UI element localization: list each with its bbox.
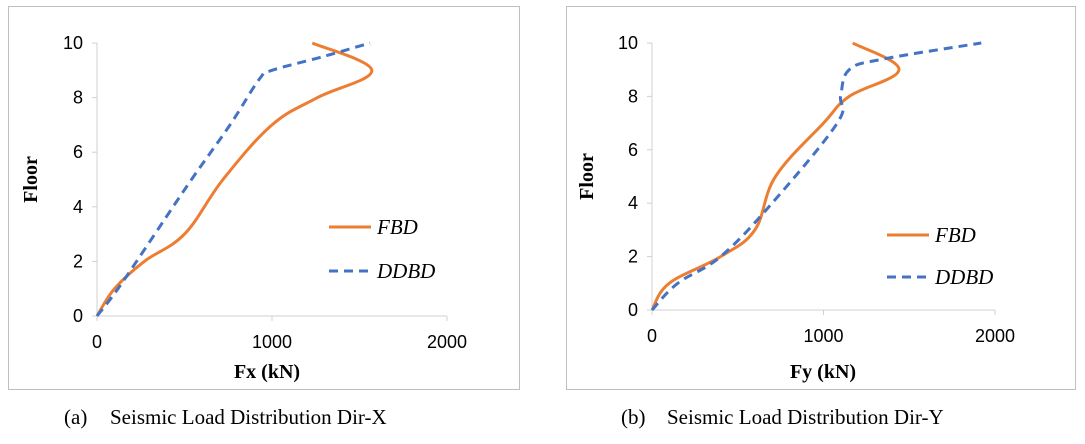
chart-y-ytick-label: 4 bbox=[628, 193, 638, 213]
chart-x-ytick-label: 2 bbox=[73, 251, 83, 271]
chart-x-ytick-label: 8 bbox=[73, 88, 83, 108]
chart-x-series-fbd-line bbox=[95, 41, 374, 317]
caption-b: (b) Seismic Load Distribution Dir-Y bbox=[621, 405, 944, 430]
caption-a-text: Seismic Load Distribution Dir-X bbox=[110, 405, 387, 429]
chart-y-series-fbd-line bbox=[650, 41, 901, 311]
chart-y-ytick-label: 8 bbox=[628, 86, 638, 106]
chart-y-xtick-label: 0 bbox=[647, 326, 657, 346]
chart-x-series-ddbd-line bbox=[95, 41, 371, 317]
chart-x-ytick-label: 0 bbox=[73, 306, 83, 326]
chart-panel-y: 0 2 4 6 8 10 0 1000 2000 Fy (kN) Floor FBD DDBD bbox=[566, 6, 1076, 390]
chart-y-svg: 0 2 4 6 8 10 0 1000 2000 Fy (kN) Floor FBD DDBD bbox=[576, 33, 1015, 383]
chart-x-xtick-label: 2000 bbox=[427, 332, 467, 352]
chart-y-xlabel: Fy (kN) bbox=[790, 361, 856, 383]
chart-x-xtick-label: 0 bbox=[92, 332, 102, 352]
chart-y-ytick-label: 0 bbox=[628, 300, 638, 320]
caption-a: (a) Seismic Load Distribution Dir-X bbox=[64, 405, 387, 430]
chart-x-ylabel: Floor bbox=[20, 156, 42, 203]
chart-panel-x: 0 2 4 6 8 10 0 1000 2000 Fx (kN) Floor FBD DDBD bbox=[8, 6, 520, 390]
chart-y-legend-fbd-label: FBD bbox=[934, 223, 976, 247]
caption-b-tag: (b) bbox=[621, 405, 646, 429]
caption-b-text: Seismic Load Distribution Dir-Y bbox=[667, 405, 944, 429]
chart-x-ytick-label: 6 bbox=[73, 142, 83, 162]
chart-y-legend-ddbd-label: DDBD bbox=[934, 265, 993, 289]
chart-y-xtick-label: 1000 bbox=[803, 326, 843, 346]
chart-y-ytick-label: 2 bbox=[628, 247, 638, 267]
chart-y-ylabel: Floor bbox=[576, 153, 598, 200]
chart-y-xtick-label: 2000 bbox=[975, 326, 1015, 346]
chart-y-series-ddbd-line bbox=[650, 41, 982, 312]
chart-x-ytick-label: 4 bbox=[73, 197, 83, 217]
chart-x-legend-fbd-label: FBD bbox=[376, 215, 418, 239]
chart-x-ytick-label: 10 bbox=[63, 33, 83, 53]
chart-x-legend-ddbd-label: DDBD bbox=[376, 259, 435, 283]
chart-x-xtick-label: 1000 bbox=[252, 332, 292, 352]
chart-x-svg: 0 2 4 6 8 10 0 1000 2000 Fx (kN) Floor FBD DDBD bbox=[20, 33, 467, 383]
chart-x-xlabel: Fx (kN) bbox=[234, 361, 300, 383]
caption-a-tag: (a) bbox=[64, 405, 88, 429]
chart-y-ytick-label: 10 bbox=[618, 33, 638, 53]
chart-y-ytick-label: 6 bbox=[628, 140, 638, 160]
